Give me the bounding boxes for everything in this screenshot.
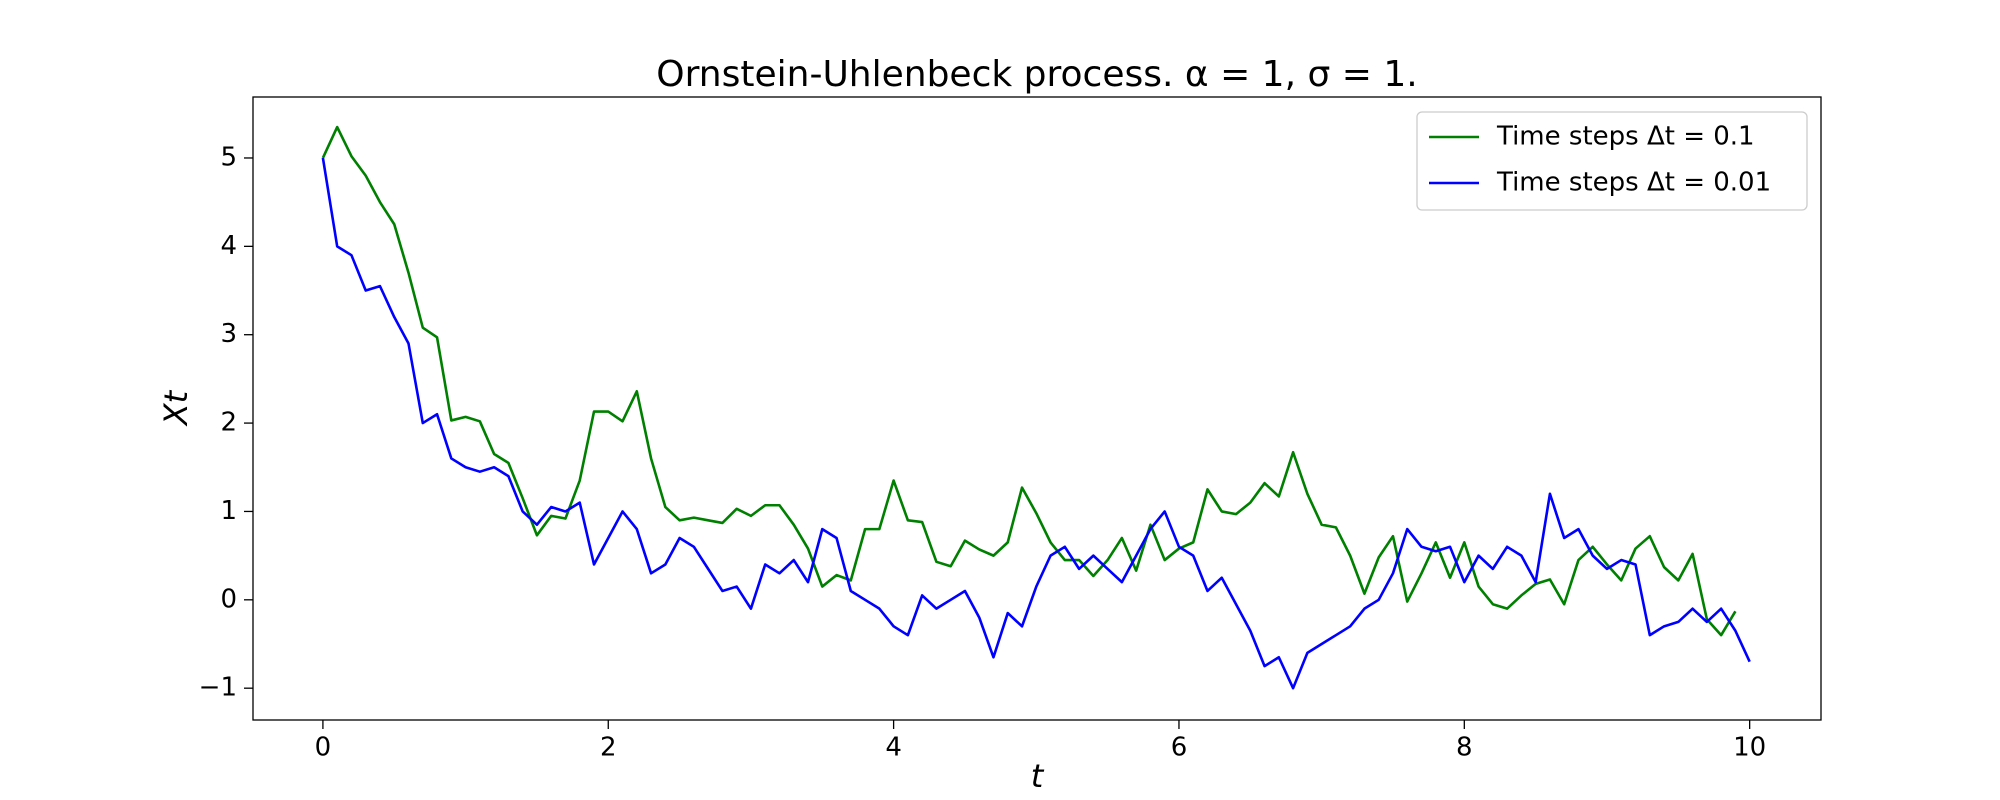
x-axis-label: t: [1031, 757, 1045, 795]
y-tick-label: 2: [220, 408, 237, 438]
x-tick-label: 6: [1171, 733, 1188, 763]
x-tick-label: 2: [600, 733, 617, 763]
legend-label: Time steps Δt = 0.1: [1496, 122, 1755, 152]
y-tick-label: 3: [220, 319, 237, 349]
x-tick-label: 8: [1456, 733, 1473, 763]
x-tick-label: 4: [885, 733, 902, 763]
y-tick-label: −1: [199, 673, 237, 703]
y-tick-label: 1: [220, 496, 237, 526]
chart-title: Ornstein-Uhlenbeck process. α = 1, σ = 1…: [656, 54, 1417, 95]
legend-box: [1416, 111, 1808, 211]
series-line: [321, 125, 1737, 637]
y-tick-label: 5: [220, 142, 237, 172]
legend-label: Time steps Δt = 0.01: [1496, 168, 1771, 198]
plot-frame: [252, 96, 1822, 721]
series-line: [321, 157, 1751, 690]
y-tick-label: 0: [220, 584, 237, 614]
y-axis-label: Xt: [157, 389, 195, 427]
y-tick-label: 4: [220, 231, 237, 261]
x-tick-label: 0: [315, 733, 332, 763]
x-tick-label: 10: [1733, 733, 1766, 763]
